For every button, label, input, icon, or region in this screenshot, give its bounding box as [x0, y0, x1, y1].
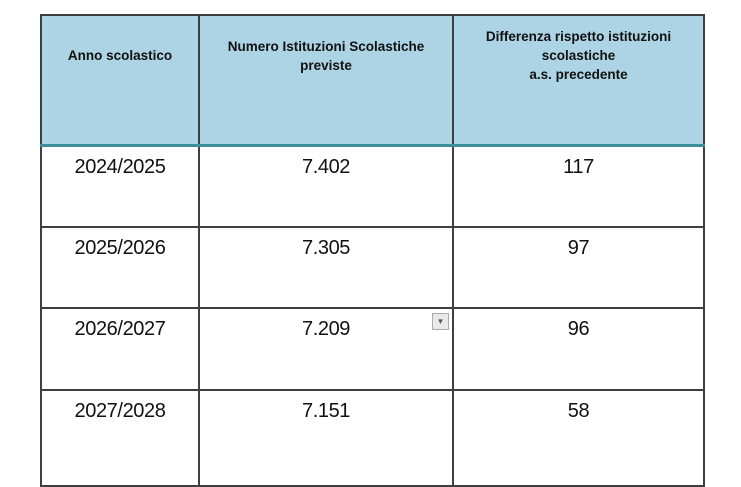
- table-body: 2024/2025 7.402 117 2025/2026 7.305 97 2…: [40, 144, 705, 487]
- table-region: Anno scolastico Numero Istituzioni Scola…: [40, 14, 705, 487]
- header-cell-numero-istituzioni[interactable]: Numero Istituzioni Scolastiche previste: [198, 14, 454, 147]
- header-cell-differenza[interactable]: Differenza rispetto istituzioni scolasti…: [452, 14, 705, 147]
- header-differenza-line1: Differenza rispetto istituzioni: [485, 29, 672, 45]
- cell-anno-2024-2025[interactable]: 2024/2025: [40, 144, 200, 228]
- cell-numero-2025-2026[interactable]: 7.305: [198, 226, 454, 309]
- cell-differenza-2027-2028[interactable]: 58: [452, 389, 705, 487]
- table-row: 2024/2025 7.402 117: [40, 144, 705, 228]
- table-header: Anno scolastico Numero Istituzioni Scola…: [40, 14, 705, 147]
- header-numero-line1: Numero Istituzioni Scolastiche: [227, 38, 425, 54]
- table-row: 2027/2028 7.151 58: [40, 389, 705, 487]
- cell-differenza-2025-2026[interactable]: 97: [452, 226, 705, 309]
- cell-differenza-2024-2025[interactable]: 117: [452, 144, 705, 228]
- header-anno-line1: Anno scolastico: [67, 48, 173, 64]
- cell-anno-2027-2028[interactable]: 2027/2028: [40, 389, 200, 487]
- header-differenza-line3: a.s. precedente: [529, 67, 628, 83]
- cell-numero-2027-2028[interactable]: 7.151: [198, 389, 454, 487]
- cell-numero-2026-2027[interactable]: 7.209 ▼: [198, 307, 454, 391]
- table-row: 2025/2026 7.305 97: [40, 226, 705, 309]
- cell-anno-2025-2026[interactable]: 2025/2026: [40, 226, 200, 309]
- header-cell-anno-scolastico[interactable]: Anno scolastico: [40, 14, 200, 147]
- cell-numero-2024-2025[interactable]: 7.402: [198, 144, 454, 228]
- cell-numero-2026-2027-value: 7.209: [301, 318, 351, 340]
- header-differenza-line2: scolastiche: [541, 48, 616, 64]
- cell-anno-2026-2027[interactable]: 2026/2027: [40, 307, 200, 391]
- table-row: 2026/2027 7.209 ▼ 96: [40, 307, 705, 391]
- cell-differenza-2026-2027[interactable]: 96: [452, 307, 705, 391]
- filter-dropdown-button[interactable]: ▼: [432, 313, 449, 330]
- school-institutions-table: Anno scolastico Numero Istituzioni Scola…: [40, 14, 705, 487]
- dropdown-arrow-icon: ▼: [436, 316, 445, 326]
- header-numero-line2: previste: [300, 57, 352, 73]
- header-row: Anno scolastico Numero Istituzioni Scola…: [40, 14, 705, 147]
